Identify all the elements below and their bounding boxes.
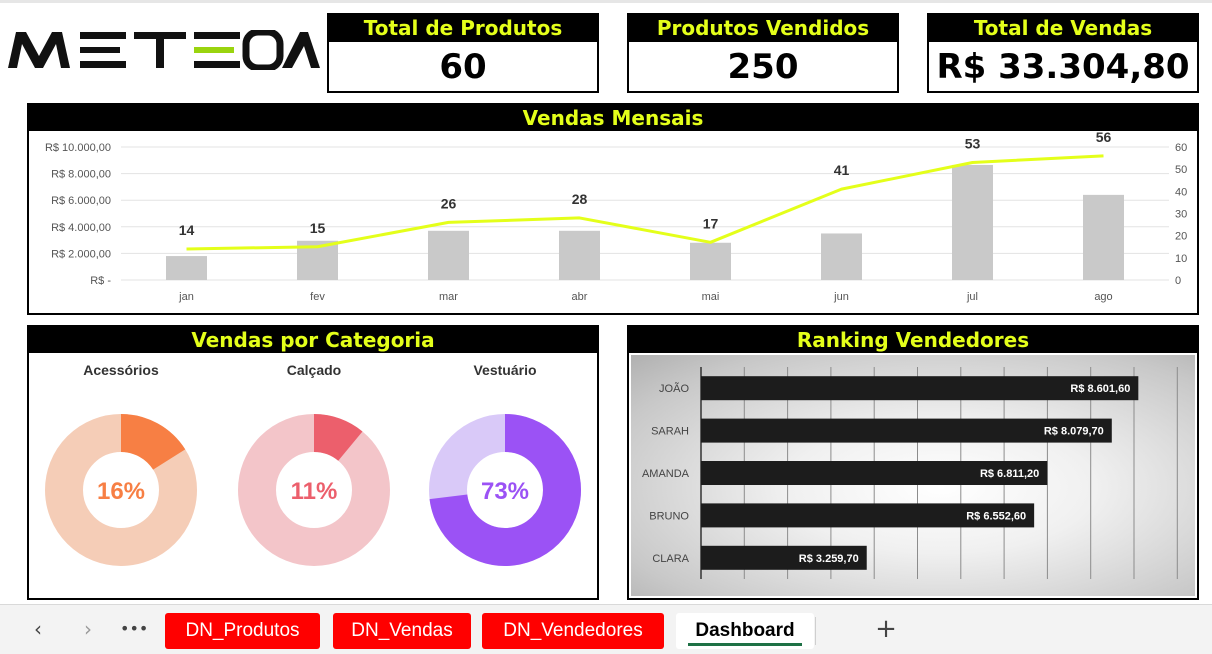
x-tick-label: ago bbox=[1094, 291, 1112, 303]
tab-dn-vendas[interactable]: DN_Vendas bbox=[333, 613, 471, 649]
y-left-tick-label: R$ 4.000,00 bbox=[51, 222, 111, 234]
data-label: 28 bbox=[572, 191, 588, 207]
seller-bar bbox=[701, 461, 1048, 485]
donut-title: Calçado bbox=[287, 362, 341, 378]
y-left-tick-label: R$ - bbox=[90, 275, 111, 287]
donut-title: Acessórios bbox=[83, 362, 159, 378]
data-label: 17 bbox=[703, 215, 719, 231]
donut-title: Vestuário bbox=[473, 362, 536, 378]
data-label: 56 bbox=[1096, 131, 1112, 145]
data-label: 26 bbox=[441, 195, 457, 211]
monthly-sales-panel: Vendas Mensais R$ - R$ 2.000,00 R$ 4.000,0… bbox=[27, 103, 1199, 315]
ranking-sellers-panel: Ranking Vendedores JOÃO R$ 8.601,60 SARAH R… bbox=[627, 325, 1199, 600]
data-label: 15 bbox=[310, 220, 326, 236]
kpi-produtos-vendidos: Produtos Vendidos 250 bbox=[627, 13, 899, 93]
seller-value-label: R$ 3.259,70 bbox=[799, 553, 859, 565]
ranking-bar-chart[interactable]: JOÃO R$ 8.601,60 SARAH R$ 8.079,70 AMANDA R$ … bbox=[629, 353, 1197, 598]
seller-name: BRUNO bbox=[649, 510, 689, 522]
x-tick-label: jan bbox=[178, 291, 194, 303]
donut-percent-label: 16% bbox=[97, 478, 145, 505]
meteora-logo bbox=[8, 28, 320, 72]
x-tick-label: mar bbox=[439, 291, 458, 303]
kpi-total-produtos: Total de Produtos 60 bbox=[327, 13, 599, 93]
seller-value-label: R$ 6.811,20 bbox=[980, 468, 1039, 480]
seller-name: AMANDA bbox=[642, 468, 690, 480]
y-left-tick-label: R$ 6.000,00 bbox=[51, 195, 111, 207]
kpi-value: R$ 33.304,80 bbox=[936, 46, 1190, 87]
kpi-total-vendas: Total de Vendas R$ 33.304,80 bbox=[927, 13, 1199, 93]
kpi-value: 60 bbox=[439, 46, 487, 87]
monthly-sales-title: Vendas Mensais bbox=[29, 105, 1197, 131]
y-right-tick-label: 50 bbox=[1175, 164, 1187, 176]
y-right-tick-label: 30 bbox=[1175, 209, 1187, 221]
sheet-tab-bar: ‹ › ••• DN_Produtos DN_Vendas DN_Vendedo… bbox=[0, 604, 1212, 654]
donut-percent-label: 11% bbox=[291, 478, 338, 505]
seller-name: CLARA bbox=[652, 553, 689, 565]
kpi-label: Total de Produtos bbox=[329, 15, 597, 42]
seller-value-label: R$ 8.601,60 bbox=[1070, 383, 1130, 395]
seller-bar bbox=[701, 418, 1112, 443]
tab-dn-produtos[interactable]: DN_Produtos bbox=[165, 613, 320, 649]
category-sales-panel: Vendas por Categoria Acessórios 16% Calçad… bbox=[27, 325, 599, 600]
bar bbox=[1083, 194, 1124, 280]
chevron-left-icon[interactable]: ‹ bbox=[34, 617, 42, 641]
data-label: 41 bbox=[834, 162, 850, 178]
y-right-tick-label: 10 bbox=[1175, 253, 1187, 265]
plus-icon[interactable]: + bbox=[875, 614, 897, 644]
seller-bar bbox=[701, 376, 1139, 401]
seller-bar bbox=[701, 545, 867, 570]
more-icon[interactable]: ••• bbox=[120, 619, 149, 638]
category-donut-charts[interactable]: Acessórios 16% Calçado 11% Vestuário 73% bbox=[29, 353, 597, 598]
tab-dashboard[interactable]: Dashboard bbox=[676, 613, 814, 649]
tab-dashboard-label: Dashboard bbox=[695, 620, 795, 641]
data-label: 14 bbox=[179, 222, 195, 238]
donut-segment bbox=[45, 414, 197, 566]
active-tab-underline bbox=[688, 643, 802, 646]
seller-value-label: R$ 6.552,60 bbox=[966, 510, 1026, 522]
seller-value-label: R$ 8.079,70 bbox=[1044, 426, 1104, 438]
kpi-label: Total de Vendas bbox=[929, 15, 1197, 42]
top-border bbox=[0, 0, 1212, 3]
y-right-tick-label: 60 bbox=[1175, 142, 1187, 154]
bar bbox=[428, 230, 469, 280]
x-tick-label: jul bbox=[966, 291, 978, 303]
donut-calçado: Calçado 11% bbox=[238, 362, 390, 566]
y-left-tick-label: R$ 2.000,00 bbox=[51, 248, 111, 260]
data-label: 53 bbox=[965, 136, 981, 152]
y-right-tick-label: 0 bbox=[1175, 275, 1181, 287]
y-left-tick-label: R$ 10.000,00 bbox=[45, 142, 111, 154]
ranking-sellers-title: Ranking Vendedores bbox=[629, 327, 1197, 353]
y-right-tick-label: 20 bbox=[1175, 231, 1187, 243]
kpi-label: Produtos Vendidos bbox=[629, 15, 897, 42]
chevron-right-icon[interactable]: › bbox=[84, 617, 92, 641]
seller-name: SARAH bbox=[651, 426, 689, 438]
seller-name: JOÃO bbox=[659, 382, 689, 395]
kpi-value: 250 bbox=[727, 46, 799, 87]
bar bbox=[952, 164, 993, 280]
donut-acessórios: Acessórios 16% bbox=[45, 362, 197, 566]
x-tick-label: fev bbox=[310, 291, 325, 303]
bar bbox=[559, 230, 600, 280]
x-tick-label: mai bbox=[702, 291, 720, 303]
donut-percent-label: 73% bbox=[481, 478, 529, 505]
bar bbox=[821, 233, 862, 280]
donut-segment bbox=[238, 414, 390, 566]
tab-separator bbox=[815, 617, 816, 645]
y-right-tick-label: 40 bbox=[1175, 186, 1187, 198]
x-tick-label: jun bbox=[833, 291, 849, 303]
donut-segment bbox=[429, 414, 581, 566]
series-line bbox=[186, 154, 1104, 251]
tab-dn-vendedores[interactable]: DN_Vendedores bbox=[482, 613, 664, 649]
category-sales-title: Vendas por Categoria bbox=[29, 327, 597, 353]
y-left-tick-label: R$ 8.000,00 bbox=[51, 169, 111, 181]
bar bbox=[166, 256, 207, 280]
bar bbox=[690, 242, 731, 280]
x-tick-label: abr bbox=[572, 291, 588, 303]
monthly-sales-chart[interactable]: R$ - R$ 2.000,00 R$ 4.000,00 R$ 6.000,00 R$ … bbox=[29, 131, 1197, 313]
seller-bar bbox=[701, 503, 1035, 528]
donut-vestuário: Vestuário 73% bbox=[429, 362, 581, 566]
